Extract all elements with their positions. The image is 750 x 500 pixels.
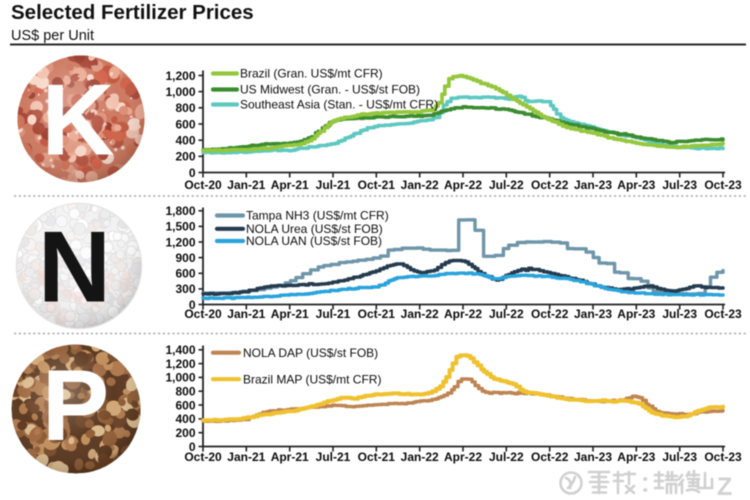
svg-text:Oct-20: Oct-20 <box>184 178 222 192</box>
svg-text:Jan-22: Jan-22 <box>401 307 439 321</box>
svg-text:600: 600 <box>175 267 195 281</box>
svg-text:Jul-22: Jul-22 <box>489 307 524 321</box>
svg-text:Apr-22: Apr-22 <box>444 307 482 321</box>
svg-text:0: 0 <box>189 166 196 180</box>
svg-text:Apr-21: Apr-21 <box>271 450 309 464</box>
svg-text:Jul-23: Jul-23 <box>662 178 697 192</box>
svg-text:1,000: 1,000 <box>165 85 195 99</box>
svg-text:Apr-21: Apr-21 <box>271 178 309 192</box>
svg-text:300: 300 <box>175 282 195 296</box>
svg-text:Tampa NH3 (US$/mt CFR): Tampa NH3 (US$/mt CFR) <box>246 209 389 223</box>
svg-text:Oct-23: Oct-23 <box>704 178 742 192</box>
svg-text:Oct-20: Oct-20 <box>184 450 222 464</box>
svg-text:400: 400 <box>175 134 195 148</box>
svg-text:Jan-21: Jan-21 <box>227 450 265 464</box>
svg-text:Jan-23: Jan-23 <box>574 178 612 192</box>
svg-text:600: 600 <box>175 398 195 412</box>
svg-text:Apr-22: Apr-22 <box>444 178 482 192</box>
svg-text:Selected Fertilizer Prices: Selected Fertilizer Prices <box>11 1 254 24</box>
svg-text:Jan-23: Jan-23 <box>574 307 612 321</box>
svg-text:1,200: 1,200 <box>165 69 195 83</box>
svg-text:Apr-23: Apr-23 <box>617 307 655 321</box>
svg-text:Jul-21: Jul-21 <box>316 307 351 321</box>
svg-text:Apr-22: Apr-22 <box>444 450 482 464</box>
svg-text:Apr-21: Apr-21 <box>271 307 309 321</box>
svg-text:Jul-23: Jul-23 <box>662 450 697 464</box>
svg-text:600: 600 <box>175 117 195 131</box>
svg-text:Jan-21: Jan-21 <box>227 307 265 321</box>
svg-text:Jul-22: Jul-22 <box>489 178 524 192</box>
svg-text:800: 800 <box>175 385 195 399</box>
svg-text:900: 900 <box>175 251 195 265</box>
svg-text:US$ per Unit: US$ per Unit <box>11 28 94 44</box>
svg-text:1,200: 1,200 <box>165 235 195 249</box>
svg-text:Jul-21: Jul-21 <box>316 450 351 464</box>
svg-text:Oct-21: Oct-21 <box>358 307 396 321</box>
svg-text:Southeast Asia (Stan. - US$/mt: Southeast Asia (Stan. - US$/mt CFR) <box>240 98 438 112</box>
svg-text:Oct-21: Oct-21 <box>358 450 396 464</box>
svg-text:Oct-23: Oct-23 <box>704 450 742 464</box>
svg-text:Oct-22: Oct-22 <box>531 307 569 321</box>
svg-text:Oct-23: Oct-23 <box>704 307 742 321</box>
svg-text:US Midwest (Gran. - US$/st FOB: US Midwest (Gran. - US$/st FOB) <box>240 83 420 97</box>
svg-text:Jul-21: Jul-21 <box>316 178 351 192</box>
svg-text:K: K <box>42 65 115 177</box>
svg-text:0: 0 <box>189 440 196 454</box>
svg-text:800: 800 <box>175 101 195 115</box>
svg-text:Jan-21: Jan-21 <box>227 178 265 192</box>
svg-text:Brazil MAP (US$/mt CFR): Brazil MAP (US$/mt CFR) <box>243 372 381 386</box>
svg-text:1,000: 1,000 <box>165 371 195 385</box>
svg-text:Z: Z <box>717 473 732 500</box>
svg-text:200: 200 <box>175 426 195 440</box>
svg-text:Oct-22: Oct-22 <box>531 450 569 464</box>
svg-text:Jul-23: Jul-23 <box>662 307 697 321</box>
svg-text:Jan-22: Jan-22 <box>401 178 439 192</box>
svg-text:Jan-22: Jan-22 <box>401 450 439 464</box>
svg-text:Brazil (Gran. US$/mt CFR): Brazil (Gran. US$/mt CFR) <box>240 67 383 81</box>
svg-text:200: 200 <box>175 150 195 164</box>
svg-text:400: 400 <box>175 412 195 426</box>
svg-text:N: N <box>38 212 111 324</box>
svg-text:1,200: 1,200 <box>165 357 195 371</box>
svg-text:Oct-20: Oct-20 <box>184 307 222 321</box>
svg-text:NOLA UAN (US$/st FOB): NOLA UAN (US$/st FOB) <box>246 234 382 248</box>
svg-text:1,500: 1,500 <box>165 220 195 234</box>
svg-text:Oct-21: Oct-21 <box>358 178 396 192</box>
svg-text:Jul-22: Jul-22 <box>489 450 524 464</box>
svg-text:Oct-22: Oct-22 <box>531 178 569 192</box>
svg-text:NOLA Urea (US$/st FOB): NOLA Urea (US$/st FOB) <box>246 222 383 236</box>
svg-text:1,800: 1,800 <box>165 204 195 218</box>
svg-text:NOLA DAP (US$/st FOB): NOLA DAP (US$/st FOB) <box>243 346 378 360</box>
svg-text:Apr-23: Apr-23 <box>617 178 655 192</box>
svg-text:P: P <box>42 350 109 462</box>
svg-text:Apr-23: Apr-23 <box>617 450 655 464</box>
svg-text:1,400: 1,400 <box>165 343 195 357</box>
svg-text:0: 0 <box>189 298 196 312</box>
svg-text:Jan-23: Jan-23 <box>574 450 612 464</box>
